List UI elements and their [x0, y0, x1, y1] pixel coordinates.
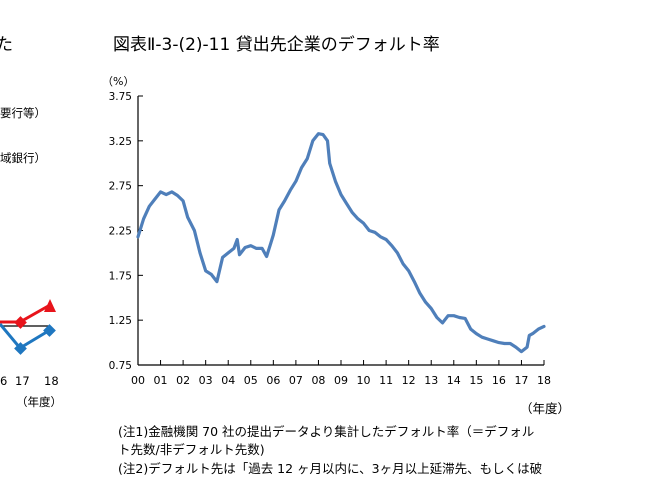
x-tick-label: 16 [492, 374, 506, 387]
left-partial-label-2: 域銀行） [0, 151, 46, 165]
x-tick-label: 17 [514, 374, 528, 387]
left-partial-chart [0, 299, 56, 355]
left-partial-tick-18: 18 [44, 374, 59, 388]
y-unit-label: （%） [102, 75, 135, 88]
note-line-3: (注2)デフォルト先は「過去 12 ヶ月以内に、3ヶ月以上延滞先、もしくは破 [118, 461, 543, 476]
y-tick-label: 2.75 [109, 181, 132, 193]
y-tick-label: 3.75 [109, 91, 132, 103]
left-red-marker-18 [44, 299, 56, 312]
x-tick-label: 11 [379, 374, 393, 387]
note-line-2: ト先数/非デフォルト先数) [118, 442, 265, 457]
left-partial-tick-17: 17 [15, 374, 30, 388]
y-tick-label: 0.75 [109, 360, 132, 372]
y-axis-ticks: 3.75 3.25 2.75 2.25 1.75 1.25 0.75 [109, 91, 143, 372]
default-rate-series-line [136, 132, 546, 354]
x-tick-label: 10 [357, 374, 371, 387]
left-partial-title-fragment: た [0, 35, 13, 55]
y-tick-label: 2.25 [109, 226, 132, 238]
x-tick-label: 05 [244, 374, 258, 387]
x-tick-label: 04 [221, 374, 235, 387]
y-tick-label: 1.25 [109, 315, 132, 327]
x-tick-label: 06 [266, 374, 280, 387]
x-axis-ticks: 00 01 02 03 04 05 06 07 08 09 10 11 12 13 14 15 16 17 18 [131, 360, 551, 387]
note-line-1: (注1)金融機関 70 社の提出データより集計したデフォルト率（＝デフォル [118, 424, 535, 439]
x-tick-label: 13 [424, 374, 438, 387]
left-blue-marker-18 [43, 324, 56, 337]
left-blue-marker-17 [14, 342, 27, 355]
left-red-marker-17 [14, 316, 27, 329]
y-tick-label: 1.75 [109, 270, 132, 282]
x-tick-label: 00 [131, 374, 145, 387]
x-tick-label: 18 [537, 374, 551, 387]
chart-canvas: 3.753.252.752.251.751.250.75 00 01 02 03 04 0… [0, 91, 551, 387]
x-tick-label: 02 [176, 374, 190, 387]
x-tick-label: 14 [447, 374, 461, 387]
left-red-series-line [0, 303, 51, 324]
y-tick-label: 3.25 [109, 136, 132, 148]
x-tick-label: 07 [289, 374, 303, 387]
left-blue-series-line [0, 323, 51, 350]
x-tick-label: 12 [402, 374, 416, 387]
x-tick-label: 15 [469, 374, 483, 387]
x-tick-label: 03 [199, 374, 213, 387]
x-tick-label: 01 [154, 374, 168, 387]
x-tick-label: 08 [311, 374, 325, 387]
chart-title: 図表Ⅱ-3-(2)-11 貸出先企業のデフォルト率 [113, 35, 440, 55]
left-partial-tick-16: 6 [0, 374, 8, 388]
series-group [136, 132, 546, 354]
x-tick-label: 09 [334, 374, 348, 387]
left-partial-x-unit: （年度） [16, 395, 62, 409]
main-chart-axes [137, 96, 544, 366]
left-partial-label-1: 要行等） [0, 106, 46, 120]
x-unit-label: （年度） [520, 401, 571, 416]
